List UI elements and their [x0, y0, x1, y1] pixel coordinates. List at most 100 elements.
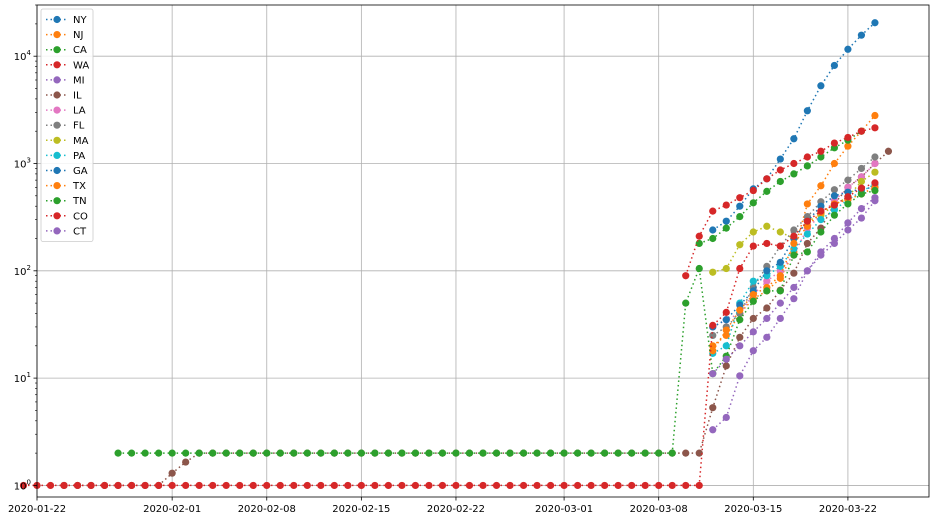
legend-label: NY — [73, 15, 87, 26]
legend-frame — [40, 8, 94, 242]
data-point — [546, 481, 555, 490]
data-point — [19, 481, 28, 490]
x-tick-label: 2020-03-01 — [535, 504, 593, 515]
data-point — [736, 202, 744, 210]
data-point — [465, 449, 474, 457]
legend-marker — [53, 166, 61, 175]
data-point — [790, 226, 798, 234]
data-point — [830, 201, 838, 209]
data-point — [236, 481, 244, 490]
data-point — [871, 159, 879, 168]
data-point — [425, 481, 433, 490]
data-point — [763, 287, 771, 295]
data-point — [763, 222, 771, 230]
data-point — [871, 186, 879, 195]
legend-item: CA — [46, 45, 87, 56]
data-point — [709, 404, 717, 412]
legend-marker — [53, 46, 61, 54]
legend-marker — [53, 227, 61, 235]
series-co — [19, 179, 879, 490]
data-point — [46, 481, 55, 490]
data-point — [790, 239, 798, 248]
legend-item: NJ — [46, 30, 83, 41]
data-point — [776, 314, 784, 323]
legend-label: FL — [73, 121, 85, 132]
data-point — [776, 155, 784, 163]
data-point — [682, 299, 690, 307]
data-point — [722, 362, 730, 370]
data-point — [276, 449, 284, 457]
data-point — [330, 481, 338, 490]
legend-marker — [53, 30, 61, 39]
data-point — [614, 481, 622, 490]
data-point — [87, 481, 95, 490]
legend-marker — [53, 121, 61, 129]
data-point — [844, 193, 852, 201]
data-point — [857, 214, 866, 222]
data-point — [722, 342, 730, 350]
data-point — [695, 232, 703, 240]
data-point — [290, 481, 298, 490]
data-point — [601, 449, 609, 457]
legend-label: CA — [73, 45, 87, 56]
data-point — [533, 481, 541, 490]
x-tick-label: 2020-02-15 — [332, 504, 390, 515]
legend-marker — [53, 136, 61, 144]
data-point — [749, 314, 757, 323]
legend-item: GA — [46, 166, 88, 177]
data-point — [790, 170, 798, 178]
legend-label: CO — [73, 211, 88, 222]
series-ca — [695, 127, 866, 248]
data-point — [749, 199, 757, 207]
data-point — [776, 287, 784, 295]
data-point — [682, 449, 690, 457]
data-point — [763, 187, 771, 195]
data-point — [222, 481, 230, 490]
data-point — [763, 333, 771, 341]
legend-marker — [53, 197, 61, 205]
data-point — [817, 216, 825, 224]
y-tick-label: 100 — [14, 478, 31, 492]
data-point — [601, 481, 609, 490]
legend: NY NJ CA WA MI IL LA FL MA PA GA TX TN CO CT — [40, 8, 94, 242]
y-tick-exponent: 2 — [27, 264, 31, 272]
data-point — [533, 449, 541, 457]
y-tick-exponent: 3 — [27, 157, 31, 165]
data-point — [857, 184, 866, 192]
data-point — [749, 328, 757, 336]
legend-label: TN — [72, 196, 87, 207]
data-point — [817, 248, 825, 256]
data-point — [749, 347, 757, 355]
data-point — [790, 245, 798, 253]
y-tick-label: 101 — [14, 371, 31, 385]
data-point — [709, 370, 717, 378]
data-point — [736, 194, 744, 202]
data-point — [803, 162, 811, 170]
legend-label: CT — [73, 226, 87, 237]
data-point — [492, 449, 501, 457]
series-tn — [114, 186, 879, 457]
data-point — [790, 159, 798, 168]
data-point — [182, 449, 190, 457]
data-point — [803, 222, 811, 230]
data-point — [830, 192, 838, 200]
y-tick-label: 103 — [14, 157, 31, 171]
data-point — [817, 82, 825, 90]
legend-item: CO — [46, 211, 88, 222]
data-point — [736, 264, 744, 273]
legend-label: MA — [73, 136, 89, 147]
data-point — [817, 207, 825, 215]
data-point — [830, 159, 838, 168]
data-point — [384, 481, 392, 490]
data-point — [736, 333, 744, 341]
data-point — [722, 217, 730, 225]
data-point — [776, 299, 784, 307]
data-point — [709, 226, 717, 234]
legend-item: MA — [46, 136, 89, 147]
data-point — [722, 201, 730, 209]
data-point — [709, 347, 717, 355]
data-point — [844, 45, 852, 53]
legend-label: PA — [73, 151, 85, 162]
data-point — [776, 166, 784, 174]
legend-marker — [53, 91, 61, 99]
